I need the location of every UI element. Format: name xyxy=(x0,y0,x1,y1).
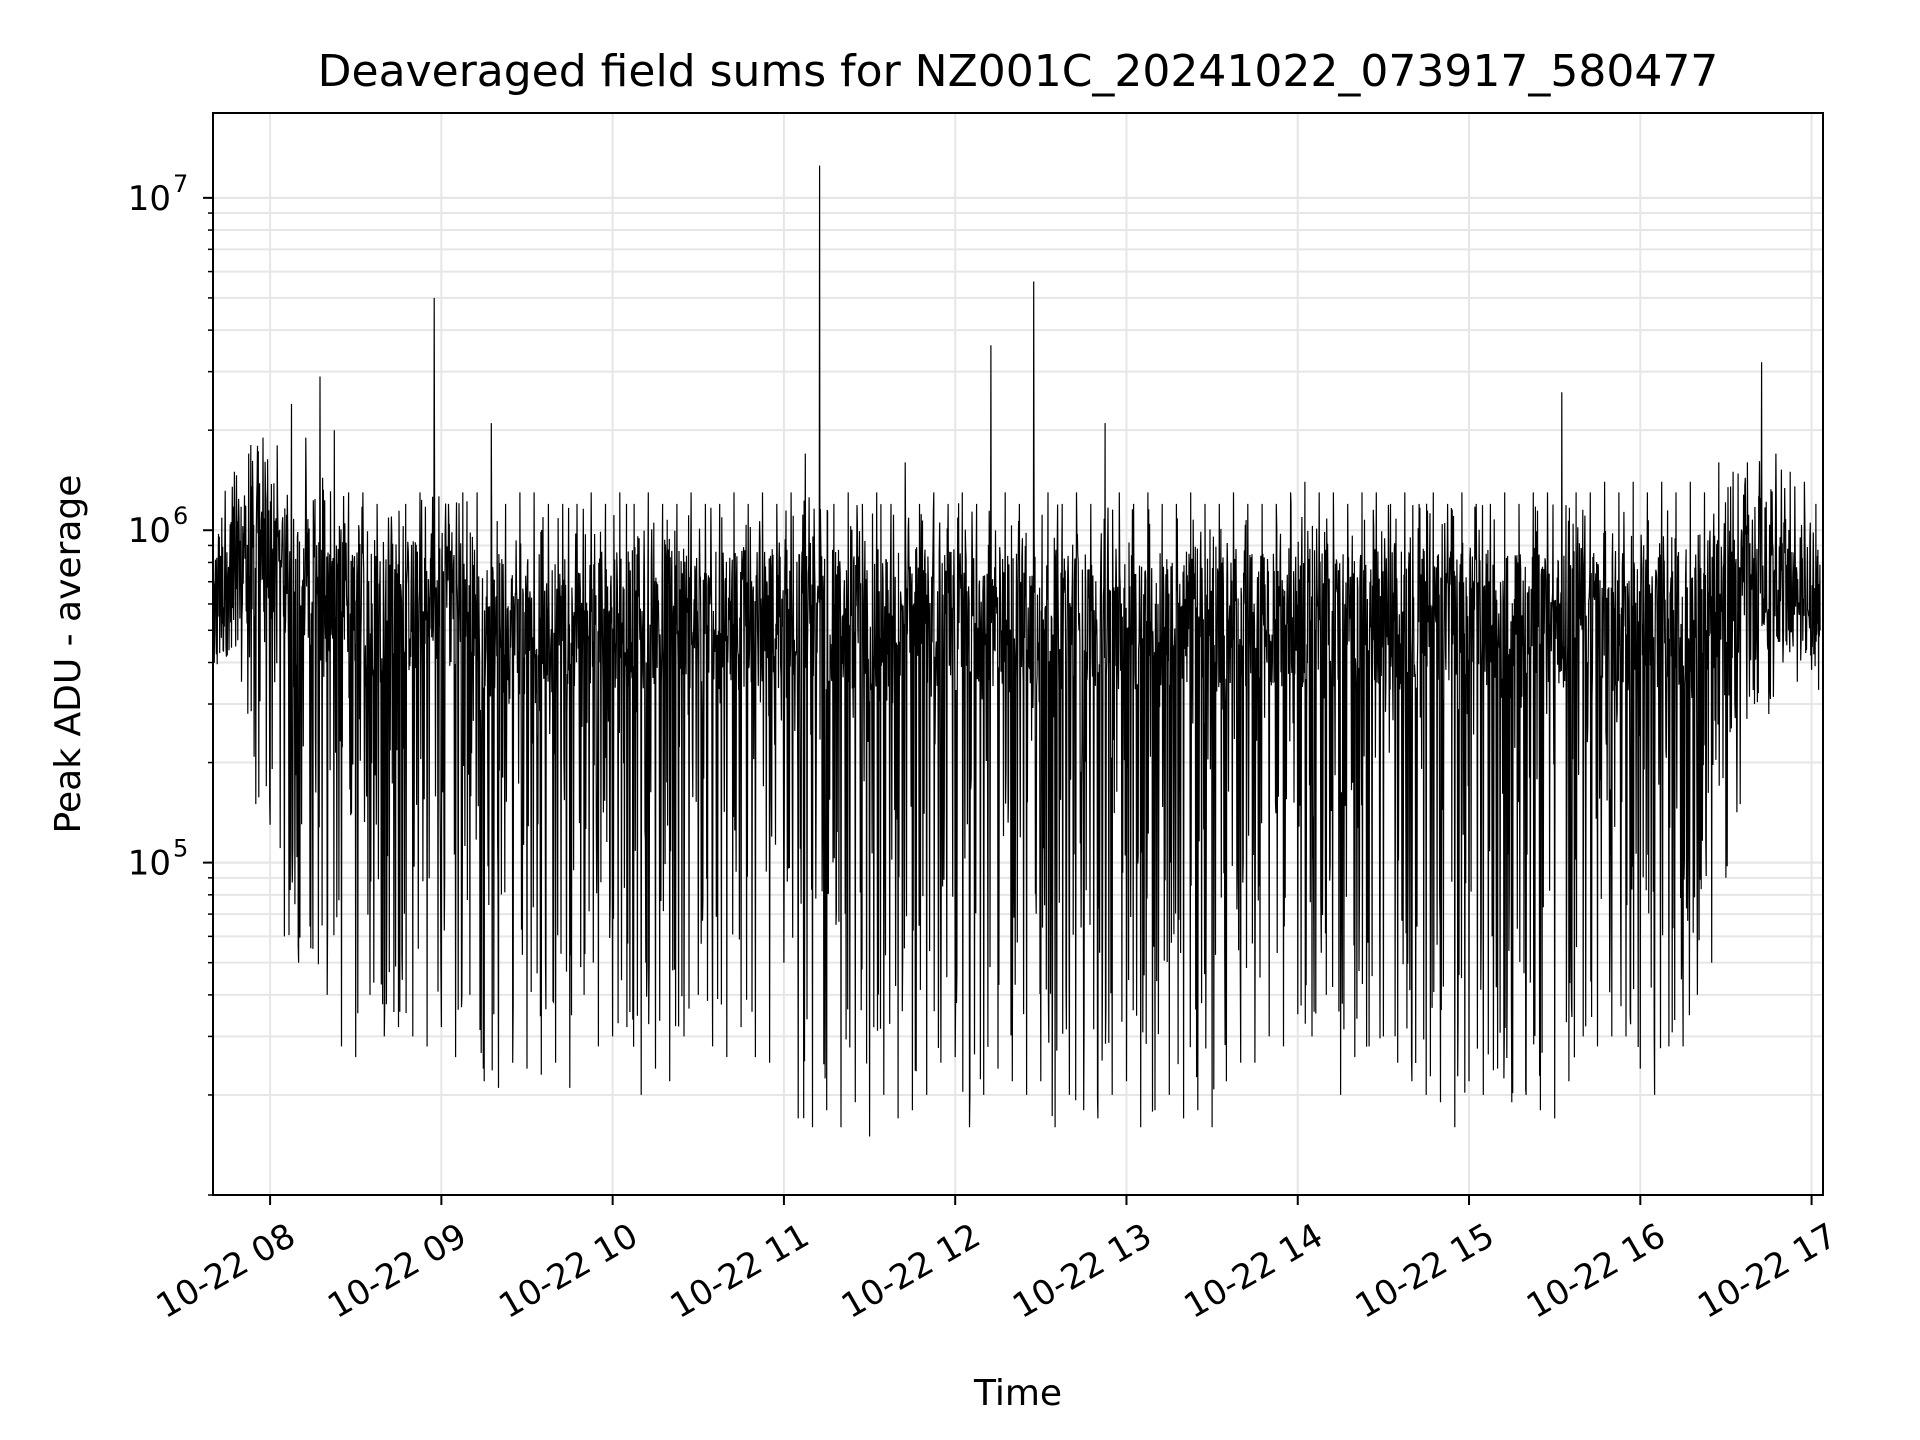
x-axis-label: Time xyxy=(973,1373,1062,1414)
y-tick-exponent: 7 xyxy=(173,170,188,198)
data-series xyxy=(212,165,1821,1137)
y-tick-exponent: 5 xyxy=(173,835,188,863)
y-axis-label: Peak ADU - average xyxy=(48,475,89,834)
series-line xyxy=(212,165,1821,1137)
y-tick-label: 10 xyxy=(128,844,171,884)
y-tick-label: 10 xyxy=(128,511,171,551)
y-tick-label: 10 xyxy=(128,179,171,219)
plot-frame xyxy=(212,112,1824,1196)
chart-title: Deaveraged field sums for NZ001C_2024102… xyxy=(318,46,1719,97)
y-tick-exponent: 6 xyxy=(173,502,188,530)
